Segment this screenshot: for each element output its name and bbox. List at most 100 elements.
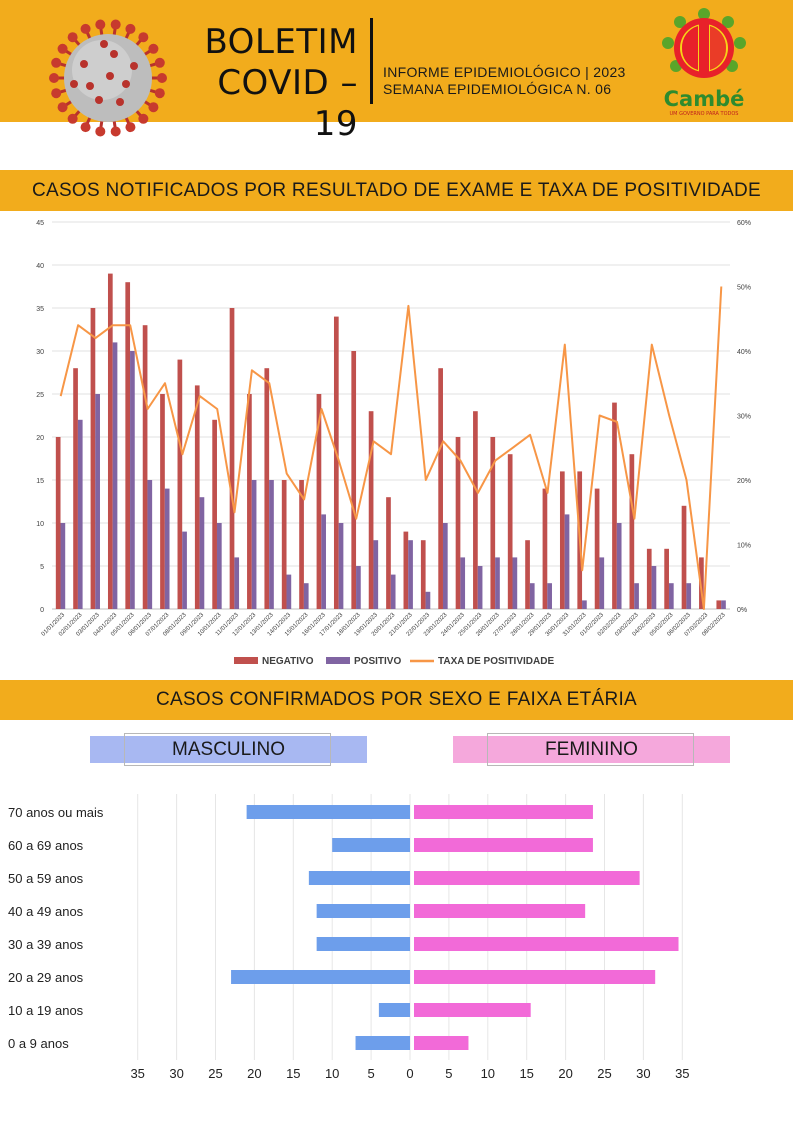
- bar-negativo: [316, 394, 322, 609]
- bar-negativo: [125, 282, 131, 609]
- bar-feminino: [414, 904, 586, 918]
- age-group-label: 30 a 39 anos: [8, 937, 84, 952]
- bar-positivo: [442, 523, 448, 609]
- legend-label-positivo: POSITIVO: [354, 656, 401, 667]
- bar-positivo: [616, 523, 622, 609]
- bar-negativo: [420, 540, 426, 609]
- bar-feminino: [414, 805, 593, 819]
- bar-positivo: [564, 514, 570, 609]
- bar-negativo: [525, 540, 530, 609]
- bar-positivo: [269, 480, 274, 609]
- feminino-label-outline: [487, 733, 694, 766]
- y-tick-left: 0: [40, 607, 44, 614]
- y-tick-left: 5: [40, 564, 44, 571]
- casos-notificados-chart: 0510152025303540450%10%20%30%40%50%60%01…: [36, 220, 751, 667]
- y-tick-left: 35: [36, 306, 44, 313]
- bar-negativo: [351, 351, 357, 609]
- bar-negativo: [612, 402, 617, 609]
- y-tick-right: 30%: [737, 414, 751, 421]
- coronavirus-icon: [49, 19, 167, 137]
- bar-masculino: [355, 1036, 410, 1050]
- bar-negativo: [212, 419, 217, 609]
- bar-masculino: [316, 937, 410, 951]
- x-tick-label: 35: [675, 1066, 689, 1081]
- bar-positivo: [216, 523, 222, 609]
- bar-positivo: [425, 591, 431, 609]
- x-tick-label: 10: [325, 1066, 339, 1081]
- bar-negativo: [386, 497, 391, 609]
- y-tick-left: 30: [36, 349, 44, 356]
- bar-negativo: [90, 308, 96, 609]
- bar-negativo: [142, 325, 148, 609]
- bar-positivo: [547, 583, 552, 609]
- bar-negativo: [455, 437, 461, 609]
- bar-negativo: [542, 488, 548, 609]
- bar-feminino: [414, 1036, 469, 1050]
- bar-positivo: [477, 566, 483, 609]
- bar-positivo: [634, 583, 639, 609]
- bar-positivo: [512, 557, 518, 609]
- age-group-label: 70 anos ou mais: [8, 805, 104, 820]
- bar-positivo: [164, 488, 170, 609]
- bar-negativo: [490, 437, 496, 609]
- bulletin-title-line1: BOLETIM: [204, 22, 358, 62]
- cambe-logo: Cambé UM GOVERNO PARA TODOS: [662, 8, 746, 117]
- line-taxa-de-positividade: [59, 286, 723, 610]
- bar-negativo: [594, 488, 600, 609]
- header-divider: [370, 18, 373, 104]
- x-tick-label: 20: [247, 1066, 261, 1081]
- bar-masculino: [332, 838, 410, 852]
- bar-positivo: [529, 583, 535, 609]
- bar-negativo: [264, 368, 270, 609]
- x-tick-label: 0: [406, 1066, 413, 1081]
- x-tick-label: 10: [481, 1066, 495, 1081]
- bar-negativo: [333, 316, 339, 609]
- x-tick-label: 35: [130, 1066, 144, 1081]
- semana-line: SEMANA EPIDEMIOLÓGICA N. 06: [383, 81, 612, 97]
- bar-positivo: [130, 351, 135, 609]
- y-tick-right: 0%: [737, 607, 747, 614]
- masculino-label-text: MASCULINO: [172, 739, 285, 760]
- bar-positivo: [495, 557, 500, 609]
- bar-negativo: [664, 548, 669, 609]
- bulletin-title-line2: COVID – 19: [217, 63, 358, 144]
- y-tick-right: 20%: [737, 478, 751, 485]
- age-group-label: 10 a 19 anos: [8, 1003, 84, 1018]
- y-tick-right: 10%: [737, 543, 751, 550]
- bar-negativo: [559, 471, 565, 609]
- bar-feminino: [414, 1003, 531, 1017]
- x-tick-label: 5: [445, 1066, 452, 1081]
- feminino-label: FEMININO: [453, 733, 730, 766]
- section1-title: CASOS NOTIFICADOS POR RESULTADO DE EXAME…: [0, 170, 793, 211]
- bar-masculino: [246, 805, 410, 819]
- bar-positivo: [338, 523, 344, 609]
- x-tick-label: 5: [367, 1066, 374, 1081]
- bar-masculino: [308, 871, 410, 885]
- bar-positivo: [182, 531, 187, 609]
- x-tick-label: 30: [169, 1066, 183, 1081]
- bar-positivo: [686, 583, 692, 609]
- header-banner: BOLETIM COVID – 19 INFORME EPIDEMIOLÓGIC…: [0, 0, 793, 144]
- bar-positivo: [668, 583, 674, 609]
- bar-masculino: [316, 904, 410, 918]
- x-tick-label: 30: [636, 1066, 650, 1081]
- bar-negativo: [629, 454, 635, 609]
- bar-negativo: [177, 359, 183, 609]
- section2-title: CASOS CONFIRMADOS POR SEXO E FAIXA ETÁRI…: [0, 680, 793, 720]
- age-group-label: 20 a 29 anos: [8, 970, 84, 985]
- bar-positivo: [408, 540, 413, 609]
- bar-negativo: [299, 480, 304, 609]
- legend-label-taxa: TAXA DE POSITIVIDADE: [438, 656, 554, 667]
- masculino-label: MASCULINO: [90, 733, 367, 766]
- bar-positivo: [721, 600, 726, 609]
- y-tick-right: 40%: [737, 349, 751, 356]
- bar-positivo: [286, 574, 292, 609]
- y-tick-left: 45: [36, 220, 44, 227]
- bar-negativo: [716, 600, 722, 609]
- legend-swatch-positivo: [326, 657, 350, 664]
- y-tick-right: 50%: [737, 285, 751, 292]
- bulletin-title: BOLETIM COVID – 19: [170, 22, 358, 145]
- age-group-label: 0 a 9 anos: [8, 1036, 69, 1051]
- bar-negativo: [473, 411, 478, 609]
- x-tick-label: 25: [597, 1066, 611, 1081]
